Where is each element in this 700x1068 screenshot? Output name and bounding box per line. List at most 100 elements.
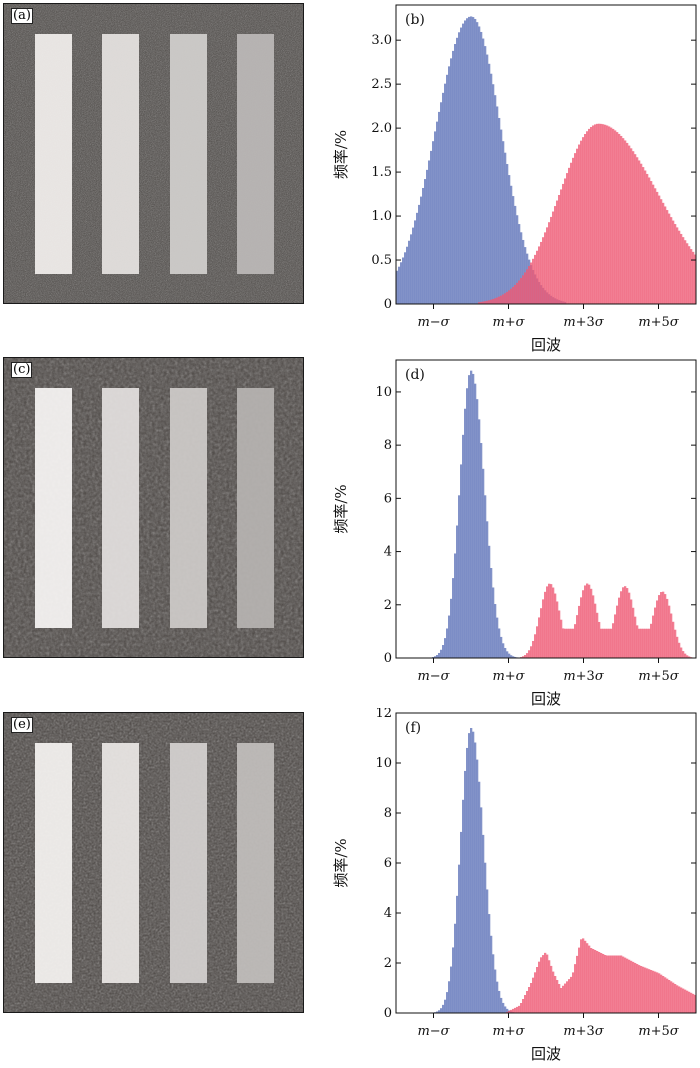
background-bar [484, 862, 487, 1013]
background-bar [456, 37, 459, 305]
stripe-2 [102, 743, 139, 983]
target-bar [600, 123, 603, 304]
target-bar [640, 628, 643, 658]
target-bar [588, 945, 591, 1013]
target-bar [608, 628, 611, 658]
background-bar [464, 20, 467, 304]
target-bar [498, 296, 501, 304]
y-tick-label: 0 [384, 651, 392, 666]
target-bar [580, 597, 583, 658]
target-bar [566, 981, 569, 1013]
target-bar [536, 250, 539, 304]
background-bar [472, 17, 475, 304]
background-bar [428, 160, 431, 304]
background-bar [442, 645, 445, 658]
y-tick-label: 10 [375, 756, 392, 771]
x-tick-label: m−σ [417, 669, 450, 684]
target-bar [528, 987, 531, 1013]
target-bar [526, 653, 529, 658]
background-bar [488, 545, 491, 658]
background-bar [446, 74, 449, 304]
target-bar [602, 954, 605, 1013]
stripe-3 [170, 388, 207, 628]
histogram-chart-f: 0 2 4 6 8 10 12 m−σ m+σ m+3σ m+5σ 回波 频率/% (f) [332, 708, 697, 1063]
target-bar [548, 222, 551, 304]
target-bar [642, 167, 645, 304]
background-bar [420, 196, 423, 304]
y-tick-label: 1.5 [371, 165, 392, 180]
background-bar [446, 992, 449, 1013]
target-bar [538, 961, 541, 1013]
target-bar [630, 960, 633, 1013]
target-bar [654, 188, 657, 304]
target-bar [684, 989, 687, 1013]
background-bar [498, 628, 501, 658]
target-bar [604, 955, 607, 1013]
target-bar [584, 940, 587, 1013]
background-bar [444, 83, 447, 304]
target-bar [564, 983, 567, 1013]
background-bar [470, 728, 473, 1013]
target-bar [610, 955, 613, 1013]
target-bar [632, 961, 635, 1013]
target-bar [616, 132, 619, 304]
histogram-bars [432, 370, 693, 658]
background-bar [490, 73, 493, 304]
target-bar [542, 955, 545, 1013]
target-bar [534, 972, 537, 1013]
target-bar [510, 1009, 513, 1014]
target-bar [620, 591, 623, 658]
target-bar [658, 973, 661, 1013]
background-bar [472, 731, 475, 1013]
target-bar [558, 195, 561, 304]
background-bar [398, 266, 401, 304]
target-bar [512, 286, 515, 304]
histogram-bars [396, 16, 697, 305]
target-bar [600, 628, 603, 658]
histogram-chart-b: 0 0.5 1.0 1.5 2.0 2.5 3.0 m−σ m+σ m+3σ m+5σ 回波 频率/% (… [332, 4, 697, 354]
target-bar [686, 655, 689, 658]
background-bar [426, 169, 429, 304]
background-bar [462, 799, 465, 1013]
background-bar [498, 990, 501, 1013]
background-bar [462, 23, 465, 305]
target-bar [516, 282, 519, 304]
target-bar [582, 590, 585, 658]
target-bar [562, 183, 565, 304]
y-tick-label: 4 [384, 545, 392, 560]
background-bar [490, 935, 493, 1013]
target-bar [634, 962, 637, 1013]
target-bar [520, 278, 523, 304]
target-bar [674, 629, 677, 658]
target-bar [680, 647, 683, 658]
target-bar [644, 170, 647, 304]
background-bar [470, 370, 473, 658]
target-bar [594, 950, 597, 1013]
target-bar [482, 301, 485, 304]
target-bar [634, 616, 637, 658]
target-bar [536, 626, 539, 658]
y-tick-label: 3.0 [371, 33, 392, 48]
background-bar [458, 32, 461, 304]
target-bar [568, 628, 571, 658]
target-bar [506, 1011, 509, 1014]
target-bar [620, 135, 623, 304]
background-bar [504, 152, 507, 304]
target-bar [526, 269, 529, 304]
stripe-2 [102, 388, 139, 628]
target-bar [540, 608, 543, 658]
target-bar [636, 625, 639, 658]
x-axis-label: 回波 [531, 336, 561, 354]
target-bar [582, 938, 585, 1013]
target-bar [684, 240, 687, 304]
image-panel-e: (e) [3, 712, 304, 1013]
target-bar [664, 977, 667, 1013]
background-bar [464, 408, 467, 658]
background-bar [510, 185, 513, 304]
target-bar [570, 628, 573, 658]
background-bar [510, 655, 513, 658]
target-bar [690, 249, 693, 304]
target-bar [556, 601, 559, 658]
background-bar [460, 831, 463, 1013]
target-bar [576, 615, 579, 658]
